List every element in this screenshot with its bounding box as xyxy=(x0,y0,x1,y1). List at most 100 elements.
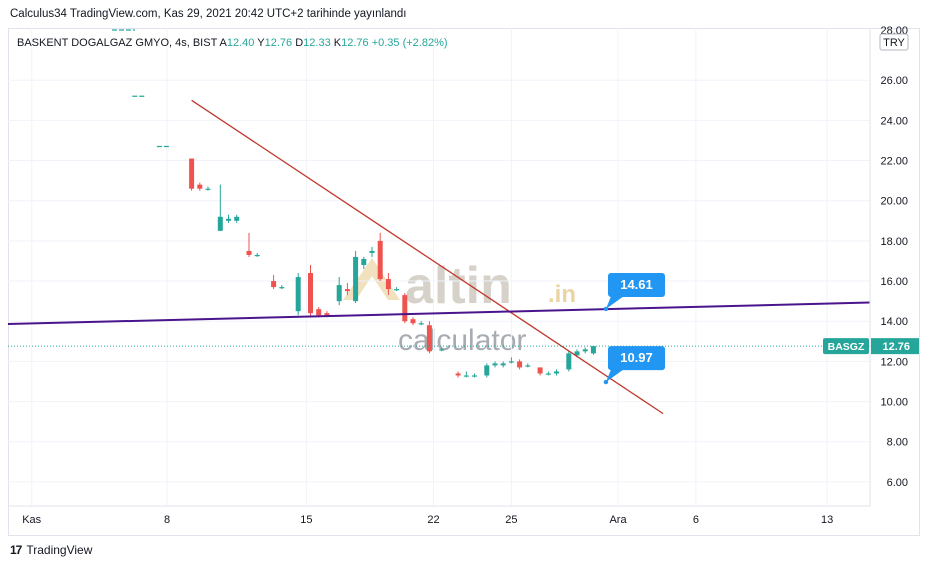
candle-body xyxy=(517,361,523,368)
candle-body xyxy=(254,254,260,257)
publish-header: Calculus34 TradingView.com, Kas 29, 2021… xyxy=(10,8,407,20)
candle xyxy=(508,357,514,364)
legend-high-value: 12.76 xyxy=(265,37,296,49)
candle-body xyxy=(537,367,543,374)
watermark-logo-icon xyxy=(343,258,400,300)
candle-body xyxy=(566,353,572,370)
candle xyxy=(537,367,543,376)
time-tick-label: 6 xyxy=(693,514,699,526)
candle-body xyxy=(463,375,469,377)
legend-close-label: K xyxy=(334,37,342,49)
symbol-legend: BASKENT DOGALGAZ GMYO, 4s, BIST A12.40 Y… xyxy=(17,37,448,49)
price-tick-label: 6.00 xyxy=(887,477,908,489)
candle-body xyxy=(402,295,408,322)
candle xyxy=(545,371,551,376)
candle xyxy=(189,158,195,191)
price-tick-label: 12.00 xyxy=(880,356,908,368)
grid xyxy=(8,28,870,506)
candle-body xyxy=(217,216,223,231)
candle xyxy=(426,321,432,354)
currency-box[interactable] xyxy=(879,33,909,51)
price-callouts[interactable]: 14.61 10.97 xyxy=(603,272,665,385)
candle-body xyxy=(226,218,231,221)
candle xyxy=(217,184,223,231)
candle-body xyxy=(308,273,313,314)
candle-body xyxy=(205,188,211,190)
candle xyxy=(463,371,469,378)
watermark-suffix: .in xyxy=(548,281,576,308)
candle-body xyxy=(271,281,277,288)
candle-body xyxy=(525,365,531,367)
candle xyxy=(455,371,461,378)
price-callout[interactable]: 14.61 xyxy=(603,272,665,312)
candle-body xyxy=(324,313,330,316)
candle-body xyxy=(377,240,383,280)
candle-body xyxy=(574,351,580,356)
price-tick-label: 10.00 xyxy=(880,397,908,409)
descending-trendline[interactable] xyxy=(191,99,664,415)
callout-box xyxy=(608,346,665,371)
trendlines[interactable] xyxy=(0,99,930,415)
time-tick-label: 22 xyxy=(427,514,439,526)
candle xyxy=(369,246,375,257)
time-tick-label: Kas xyxy=(22,514,41,526)
candle-body xyxy=(361,258,367,265)
legend-close-value: 12.76 xyxy=(341,37,372,49)
horizontal-trendline[interactable] xyxy=(0,299,930,329)
currency-label: TRY xyxy=(883,37,905,49)
legend-open-value: 12.40 xyxy=(227,37,257,49)
candle xyxy=(402,293,408,324)
watermark-sub: calculator xyxy=(398,324,526,357)
candle xyxy=(336,277,342,306)
callout-label: 10.97 xyxy=(620,350,653,365)
candle xyxy=(385,273,391,296)
candle xyxy=(246,232,252,257)
candle-body xyxy=(590,346,596,354)
footer: 17 TradingView xyxy=(10,543,92,557)
candle xyxy=(418,321,424,326)
price-tick-label: 24.00 xyxy=(880,115,908,127)
candle xyxy=(234,214,240,223)
legend-low-label: D xyxy=(295,37,303,49)
candle xyxy=(344,283,350,296)
price-tick-label: 16.00 xyxy=(880,276,908,288)
candles xyxy=(189,158,596,378)
candle xyxy=(492,361,498,368)
candle-body xyxy=(295,277,301,312)
candle-body xyxy=(492,363,498,366)
candle-body xyxy=(500,363,506,366)
candle-body xyxy=(582,349,588,352)
candle-body xyxy=(189,158,195,189)
price-callout[interactable]: 10.97 xyxy=(603,346,665,385)
candle xyxy=(439,347,445,352)
time-axis[interactable]: Kas 8 15 22 25 Ara 6 13 xyxy=(8,505,870,526)
callout-pointer xyxy=(605,367,624,383)
candle-body xyxy=(394,289,400,291)
legend-change: +0.35 (+2.82%) xyxy=(372,37,448,49)
candle xyxy=(500,361,506,368)
candle-body xyxy=(455,373,461,376)
candle xyxy=(410,317,416,326)
symbol-tag-label: BASGZ xyxy=(828,341,865,353)
candle xyxy=(582,347,588,354)
candle xyxy=(279,285,285,290)
tradingview-logo-icon: 17 xyxy=(10,543,22,557)
candle xyxy=(566,351,572,372)
candle xyxy=(361,256,367,270)
candle xyxy=(295,273,301,316)
candle-body xyxy=(484,365,490,376)
candle xyxy=(377,232,383,282)
candle xyxy=(254,252,260,257)
candle-body xyxy=(197,184,203,189)
candle-body xyxy=(369,250,375,253)
candle-body xyxy=(418,323,424,325)
candle xyxy=(472,373,477,378)
candle-body xyxy=(410,319,416,324)
candle xyxy=(205,186,211,191)
price-axis[interactable]: 26.00 24.00 22.00 20.00 18.00 16.00 14.00 12.00… xyxy=(823,25,919,506)
legend-low-value: 12.33 xyxy=(303,37,334,49)
price-tick-label: 26.00 xyxy=(880,75,908,87)
candle xyxy=(484,363,490,378)
candle-body xyxy=(426,325,432,352)
